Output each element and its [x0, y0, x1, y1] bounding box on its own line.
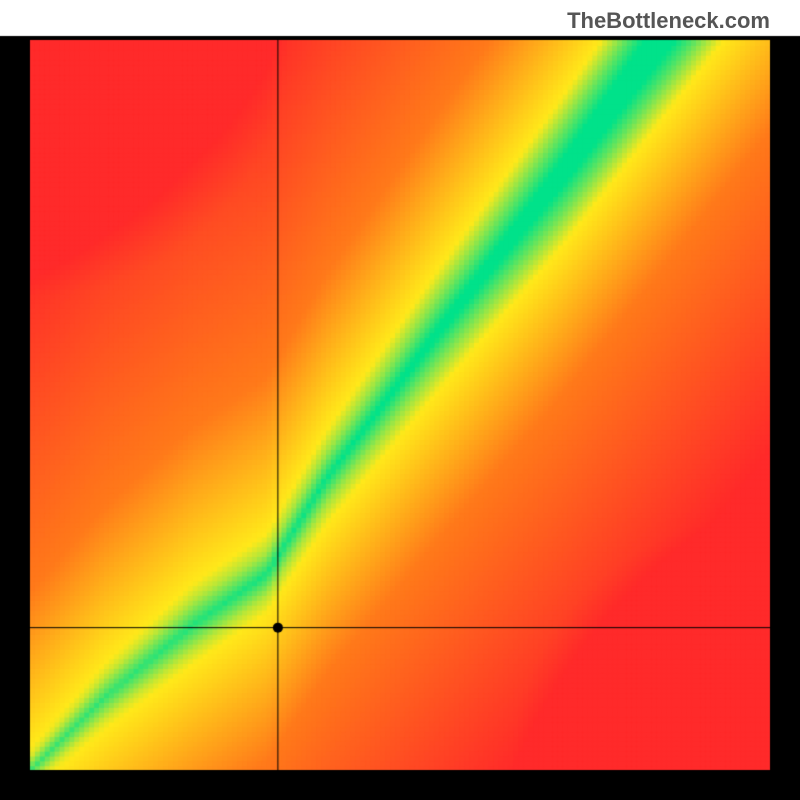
bottleneck-heatmap-canvas	[0, 0, 800, 800]
watermark-text: TheBottleneck.com	[567, 8, 770, 34]
chart-container: TheBottleneck.com	[0, 0, 800, 800]
